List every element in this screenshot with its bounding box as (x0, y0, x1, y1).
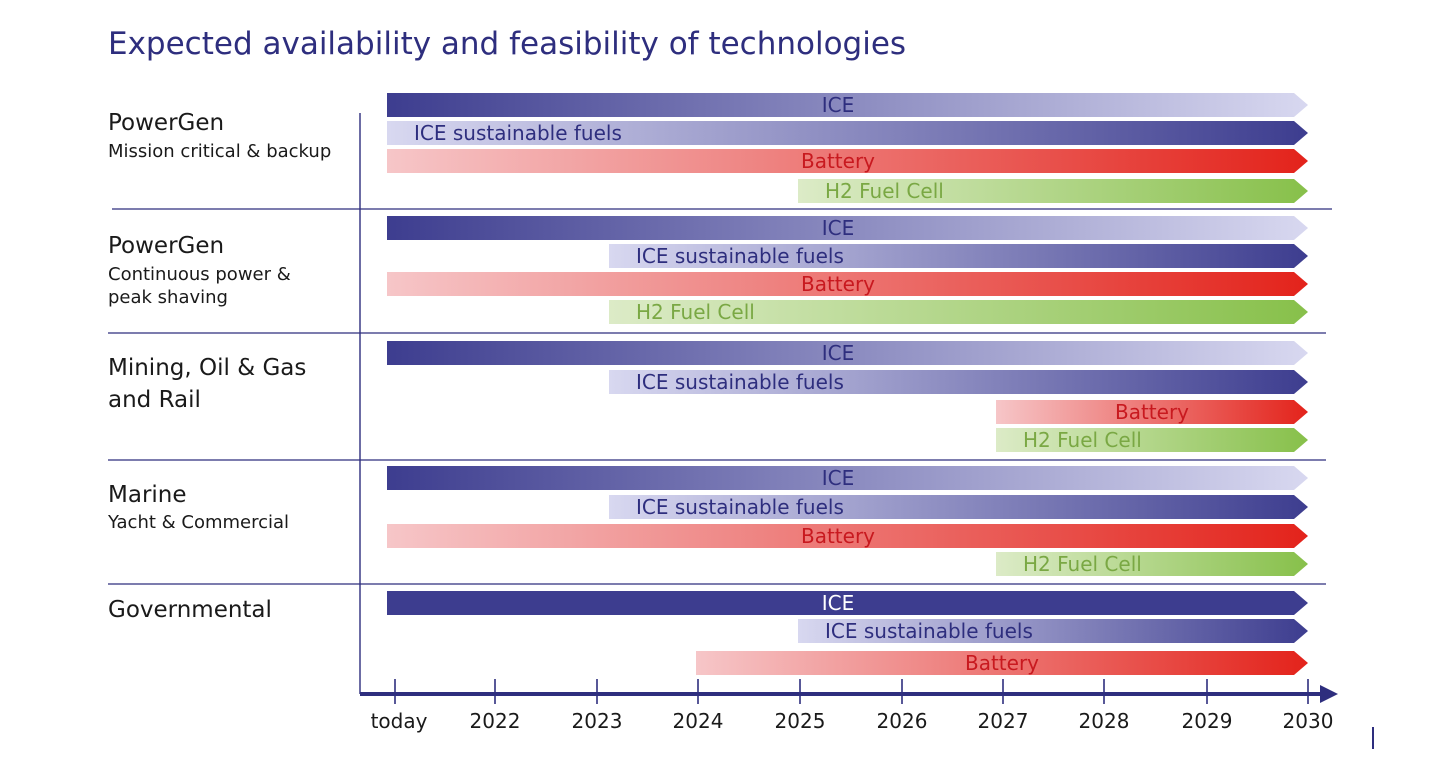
timeline-bar-h2 (996, 552, 1308, 576)
bar-label: Battery (801, 272, 875, 296)
section-subtitle: peak shaving (108, 287, 228, 308)
section-subtitle: Yacht & Commercial (107, 512, 289, 533)
bar-label: ICE (822, 341, 855, 365)
section: Mining, Oil & Gas and Rail ICE ICE sustaina… (108, 341, 1308, 452)
timeline-bar-h2 (798, 179, 1308, 203)
section: PowerGen Mission critical & backup ICE ICE … (108, 93, 1308, 203)
x-tick-label: 2030 (1283, 709, 1334, 733)
bar-label: Battery (965, 651, 1039, 675)
bar-label: H2 Fuel Cell (1023, 428, 1142, 452)
x-tick-label: 2023 (572, 709, 623, 733)
bar-label: ICE (822, 216, 855, 240)
bar-label: ICE sustainable fuels (414, 121, 622, 145)
bar-label: ICE sustainable fuels (636, 495, 844, 519)
timeline-bar-battery (387, 149, 1308, 173)
x-tick-label: today (371, 709, 428, 733)
x-tick-label: 2029 (1182, 709, 1233, 733)
section-title: Governmental (108, 597, 272, 623)
bar-label: ICE sustainable fuels (825, 619, 1033, 643)
x-tick-label: 2026 (877, 709, 928, 733)
timeline-bar-battery (387, 524, 1308, 548)
bar-label: ICE sustainable fuels (636, 244, 844, 268)
bar-label: ICE sustainable fuels (636, 370, 844, 394)
x-tick-label: 2025 (775, 709, 826, 733)
section-title: PowerGen (108, 233, 224, 259)
section-subtitle: Mission critical & backup (108, 141, 331, 162)
x-tick-label: 2024 (673, 709, 724, 733)
timeline-bar-h2 (996, 428, 1308, 452)
bar-label: H2 Fuel Cell (825, 179, 944, 203)
bar-label: Battery (801, 149, 875, 173)
section-title-line2: and Rail (108, 387, 201, 413)
x-tick-label: 2028 (1079, 709, 1130, 733)
timeline-bar-battery (387, 272, 1308, 296)
section: Marine Yacht & Commercial ICE ICE sustainab… (107, 466, 1308, 576)
timeline-bar-battery (696, 651, 1308, 675)
corner-mark (1372, 727, 1374, 749)
bar-label: ICE (822, 93, 855, 117)
bar-label: Battery (801, 524, 875, 548)
timeline-bar-h2 (609, 300, 1308, 324)
section-title: Mining, Oil & Gas (108, 355, 306, 381)
timeline-bar-ice (387, 466, 1308, 490)
bar-label: H2 Fuel Cell (636, 300, 755, 324)
section-title: PowerGen (108, 110, 224, 136)
bar-label: ICE (822, 466, 855, 490)
timeline-bar-ice (387, 93, 1308, 117)
section-title: Marine (108, 482, 187, 508)
bar-label: Battery (1115, 400, 1189, 424)
bar-label: ICE (822, 591, 855, 615)
timeline-bar-ice (609, 244, 1308, 268)
timeline-bar-ice (387, 121, 1308, 145)
timeline-bar-battery (996, 400, 1308, 424)
x-tick-label: 2022 (470, 709, 521, 733)
x-tick-label: 2027 (978, 709, 1029, 733)
timeline-bar-ice (609, 495, 1308, 519)
timeline-bar-ice (798, 619, 1308, 643)
bar-label: H2 Fuel Cell (1023, 552, 1142, 576)
section: Governmental ICE ICE sustainable fuels Batt… (108, 591, 1308, 675)
timeline-bar-ice (387, 216, 1308, 240)
timeline-bar-ice (387, 341, 1308, 365)
section-subtitle: Continuous power & (108, 264, 291, 285)
timeline-bar-ice (387, 591, 1308, 615)
timeline-bar-ice (609, 370, 1308, 394)
page-title: Expected availability and feasibility of… (108, 26, 907, 62)
x-axis-arrowhead (1320, 685, 1338, 703)
section: PowerGen Continuous power &peak shaving IC… (108, 216, 1308, 324)
